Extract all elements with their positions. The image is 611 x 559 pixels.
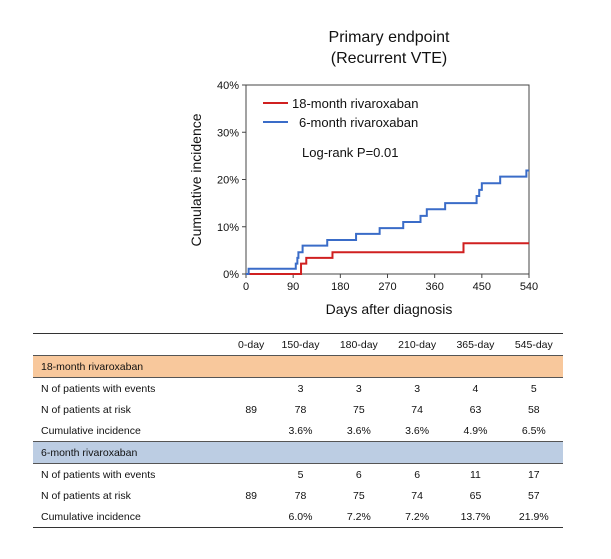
table-cell [231, 420, 271, 442]
table-header-cell [33, 334, 231, 356]
table-header-row: 0-day 150-day 180-day 210-day 365-day 54… [33, 333, 563, 356]
y-tick-label: 10% [217, 222, 239, 234]
table-cell: 6.0% [271, 506, 330, 528]
table-cell: 21.9% [504, 506, 563, 528]
table-cell: 6 [355, 468, 362, 481]
table-cell [231, 464, 271, 486]
table-row: Cumulative incidence 3.6% 3.6% 3.6% 4.9%… [33, 420, 563, 442]
table-cell: 4.9% [463, 424, 488, 437]
table-row: N of patients with events 5 6 6 11 17 [33, 464, 563, 486]
table-cell: 57 [527, 489, 540, 502]
row-label: N of patients at risk [41, 403, 131, 416]
table-cell: 74 [411, 489, 423, 502]
x-tick-label: 90 [287, 281, 299, 293]
table-header-cell: 0-day [238, 338, 265, 351]
chart-title-line2: (Recurrent VTE) [331, 50, 447, 67]
table-cell: 89 [245, 489, 258, 502]
row-label: Cumulative incidence [41, 424, 141, 437]
table-cell: 58 [527, 403, 540, 416]
table-header-cell: 365-day [456, 338, 495, 351]
y-tick-label: 30% [217, 127, 239, 139]
x-axis-label: Days after diagnosis [326, 301, 453, 317]
table-row: N of patients at risk 89 78 75 74 65 57 [33, 485, 563, 506]
table-cell: 7.2% [329, 506, 388, 528]
table-header-cell: 180-day [339, 338, 378, 351]
table-cell: 5 [297, 468, 304, 481]
y-axis-label: Cumulative incidence [188, 113, 204, 246]
table-cell: 13.7% [446, 506, 505, 528]
row-label: N of patients at risk [41, 489, 131, 502]
table-cell: 78 [294, 489, 307, 502]
table-cell: 3 [355, 382, 362, 395]
table-cell: 78 [294, 403, 307, 416]
y-tick-label: 40% [217, 80, 239, 92]
risk-table: 0-day 150-day 180-day 210-day 365-day 54… [33, 333, 563, 528]
table-row: Cumulative incidence 6.0% 7.2% 7.2% 13.7… [33, 506, 563, 528]
table-cell: 7.2% [387, 506, 447, 528]
series-line-18-month [246, 242, 529, 275]
table-cell: 3.6% [346, 424, 371, 437]
group-header-18-month: 18-month rivaroxaban [33, 355, 563, 378]
table-cell: 74 [411, 403, 423, 416]
table-cell: 6 [414, 468, 421, 481]
table-cell: 63 [469, 403, 482, 416]
x-tick-label: 180 [331, 281, 349, 293]
table-cell: 75 [352, 403, 365, 416]
chart-title-line1: Primary endpoint [329, 29, 451, 46]
table-cell: 11 [470, 468, 481, 481]
table-cell: 3.6% [288, 424, 313, 437]
table-cell: 17 [527, 468, 540, 481]
group-title: 6-month rivaroxaban [33, 441, 563, 464]
y-tick-label: 20% [217, 175, 239, 187]
x-tick-label: 360 [425, 281, 443, 293]
x-tick-label: 0 [243, 281, 249, 293]
table-header-cell: 150-day [281, 338, 320, 351]
table-cell: 3.6% [405, 424, 430, 437]
table-row: N of patients with events 3 3 3 4 5 [33, 378, 563, 400]
table-cell: 3 [414, 382, 421, 395]
plot-frame [245, 84, 530, 275]
group-header-6-month: 6-month rivaroxaban [33, 441, 563, 464]
x-tick-label: 270 [378, 281, 396, 293]
group-title: 18-month rivaroxaban [33, 355, 563, 378]
series-line-6-month [246, 169, 529, 275]
table-cell: 3 [297, 382, 304, 395]
km-chart: Primary endpoint (Recurrent VTE) 0% 10% 20… [188, 29, 538, 317]
legend-label-6-month: 6-month rivaroxaban [299, 115, 418, 130]
table-cell: 4 [472, 382, 479, 395]
table-cell: 5 [530, 382, 537, 395]
table-cell [231, 506, 272, 528]
table-header-cell: 210-day [398, 338, 437, 351]
row-label: N of patients with events [41, 382, 156, 395]
table-cell: 65 [469, 489, 482, 502]
legend-label-18-month: 18-month rivaroxaban [292, 96, 418, 111]
row-label: Cumulative incidence [33, 506, 231, 528]
table-cell: 89 [245, 403, 258, 416]
logrank-annotation: Log-rank P=0.01 [302, 145, 398, 160]
row-label: N of patients with events [41, 468, 156, 481]
y-tick-label: 0% [223, 269, 239, 281]
table-cell: 75 [352, 489, 365, 502]
x-tick-label: 450 [473, 281, 491, 293]
table-cell: 6.5% [521, 424, 546, 437]
x-tick-label: 540 [520, 281, 538, 293]
table-cell [231, 378, 271, 400]
table-header-cell: 545-day [514, 338, 553, 351]
table-row: N of patients at risk 89 78 75 74 63 58 [33, 399, 563, 420]
